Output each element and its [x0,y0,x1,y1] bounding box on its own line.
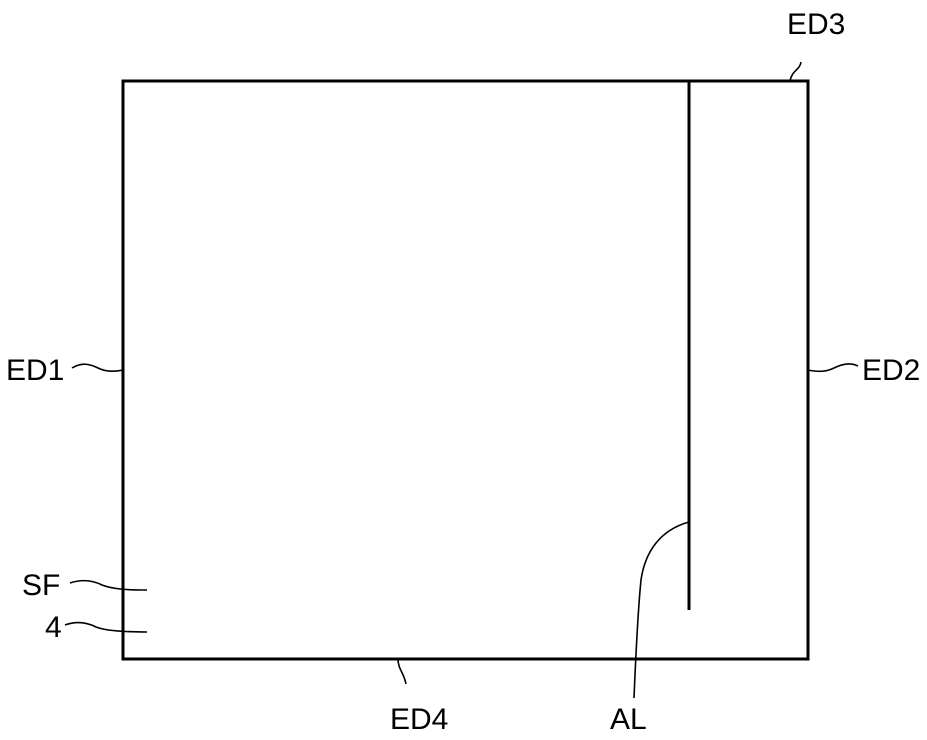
leader-ed2 [808,364,858,371]
label-ed1: ED1 [6,354,64,387]
label-ed3: ED3 [787,8,845,41]
leader-al [634,522,689,698]
label-ed2: ED2 [862,354,920,387]
panel-outline [123,81,808,659]
label-ed4: ED4 [390,703,448,736]
leader-sf [70,581,147,590]
label-4: 4 [45,611,62,644]
leader-4 [65,623,147,632]
leader-ed3 [790,62,801,81]
label-sf: SF [22,569,60,602]
label-al: AL [610,703,647,736]
leader-ed1 [72,364,123,371]
leader-ed4 [398,659,406,684]
